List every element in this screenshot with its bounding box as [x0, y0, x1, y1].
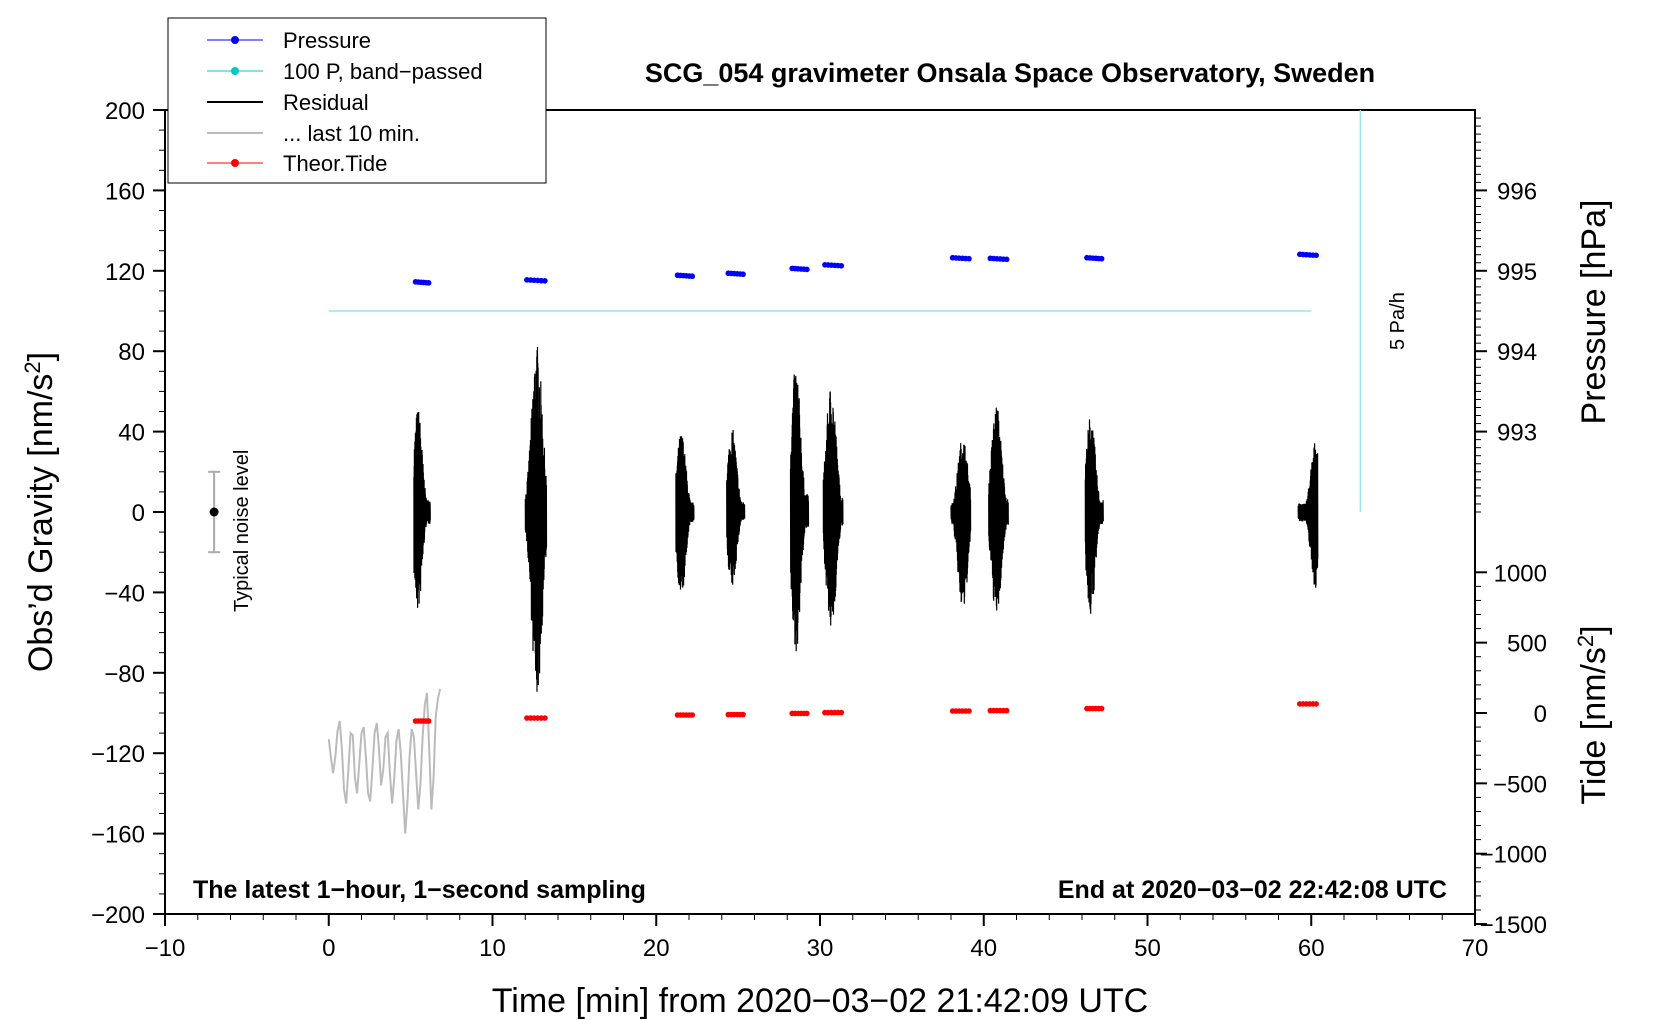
residual-segment	[789, 374, 810, 652]
pressure-point	[1313, 252, 1319, 259]
tide-tick-label: −1500	[1480, 912, 1547, 939]
tide-point	[1003, 707, 1010, 714]
legend-entry-theor-tide: Theor.Tide	[207, 151, 387, 176]
y-tick-label: −200	[91, 902, 145, 929]
y-tick-label: 200	[105, 98, 145, 125]
pressure-point	[804, 266, 810, 273]
tide-tick-label: 0	[1534, 701, 1547, 728]
last-10-min-trace	[327, 688, 442, 834]
legend-marker-theor-tide	[231, 159, 239, 167]
pressure-point	[542, 278, 548, 284]
tide-point	[804, 710, 810, 717]
chart-title: SCG_054 gravimeter Onsala Space Observat…	[645, 58, 1375, 88]
legend-marker-pressure	[231, 36, 239, 44]
residual-segment	[950, 443, 972, 604]
tide-point	[1098, 705, 1105, 712]
tide-point	[425, 718, 432, 724]
noise-label: Typical noise level	[231, 450, 253, 612]
y-axis-label-gravity: Obs’d Gravity [nm/s2]	[20, 352, 60, 672]
tide-tick-label: 500	[1507, 631, 1547, 658]
x-tick-label: 0	[322, 935, 335, 962]
pressure-point	[740, 271, 746, 278]
tide-point	[542, 715, 548, 721]
x-tick-label: 40	[970, 935, 997, 962]
y-tick-label: 40	[118, 420, 145, 447]
x-tick-label: 10	[479, 935, 506, 962]
svg-text:Pressure: Pressure	[283, 28, 371, 53]
tide-tick-label: −500	[1493, 771, 1547, 798]
pressure-tick-label: 993	[1497, 420, 1537, 447]
y-tick-label: −160	[91, 822, 145, 849]
rate-label: 5 Pa/h	[1387, 292, 1409, 350]
svg-text:Theor.Tide: Theor.Tide	[283, 151, 387, 176]
pressure-tick-label: 994	[1497, 339, 1537, 366]
bottom-left-note: The latest 1−hour, 1−second sampling	[193, 876, 646, 904]
pressure-tick-label: 996	[1497, 178, 1537, 205]
x-tick-label: 50	[1134, 935, 1161, 962]
pressure-point	[1003, 256, 1010, 263]
svg-text:... last 10 min.: ... last 10 min.	[283, 121, 420, 146]
x-tick-label: 20	[643, 935, 670, 962]
svg-text:Residual: Residual	[283, 90, 369, 115]
legend-entry-pressure: Pressure	[207, 28, 371, 53]
residual-segment	[675, 436, 695, 590]
residual-segment	[1084, 419, 1104, 614]
legend-marker-band-passed	[231, 67, 239, 75]
noise-bar-center	[209, 507, 219, 517]
residual-segment	[413, 411, 431, 608]
pressure-point	[689, 273, 696, 280]
residual-segment	[726, 429, 746, 585]
x-axis-label: Time [min] from 2020−03−02 21:42:09 UTC	[492, 982, 1148, 1020]
legend-entry-residual: Residual	[207, 90, 369, 115]
legend-box	[167, 17, 547, 184]
bottom-right-note: End at 2020−03−02 22:42:08 UTC	[1058, 876, 1447, 904]
y-axis-label-pressure: Pressure [hPa]	[1575, 200, 1613, 425]
tide-point	[1313, 701, 1319, 707]
residual-segment	[988, 407, 1009, 611]
residual-segment	[822, 391, 844, 626]
svg-text:100 P, band−passed: 100 P, band−passed	[283, 59, 483, 84]
pressure-point	[425, 280, 432, 286]
x-tick-label: 70	[1462, 935, 1489, 962]
tide-point	[740, 711, 746, 718]
tide-point	[689, 712, 696, 718]
x-tick-label: 60	[1298, 935, 1325, 962]
residual-segment	[1297, 443, 1319, 588]
pressure-point	[1098, 255, 1105, 262]
tide-tick-label: −1000	[1480, 842, 1547, 869]
pressure-point	[838, 262, 845, 269]
x-tick-label: −10	[145, 935, 186, 962]
y-tick-label: −40	[104, 580, 145, 607]
x-tick-label: 30	[807, 935, 834, 962]
legend-entry-band-passed: 100 P, band−passed	[207, 59, 483, 84]
residual-segment	[524, 346, 548, 692]
y-tick-label: −80	[104, 661, 145, 688]
y-tick-label: 80	[118, 339, 145, 366]
tide-tick-label: 1000	[1494, 560, 1547, 587]
pressure-point	[966, 255, 972, 262]
y-axis-label-tide: Tide [nm/s2]	[1573, 625, 1613, 804]
y-tick-label: 160	[105, 178, 145, 205]
tide-point	[838, 709, 845, 716]
y-tick-label: 120	[105, 259, 145, 286]
pressure-tick-label: 995	[1497, 259, 1537, 286]
y-tick-label: −120	[91, 741, 145, 768]
tide-point	[966, 708, 972, 714]
legend: Pressure 100 P, band−passed Residual ...…	[167, 17, 547, 184]
y-tick-label: 0	[132, 500, 145, 527]
legend-entry-last-10-min: ... last 10 min.	[207, 121, 420, 146]
